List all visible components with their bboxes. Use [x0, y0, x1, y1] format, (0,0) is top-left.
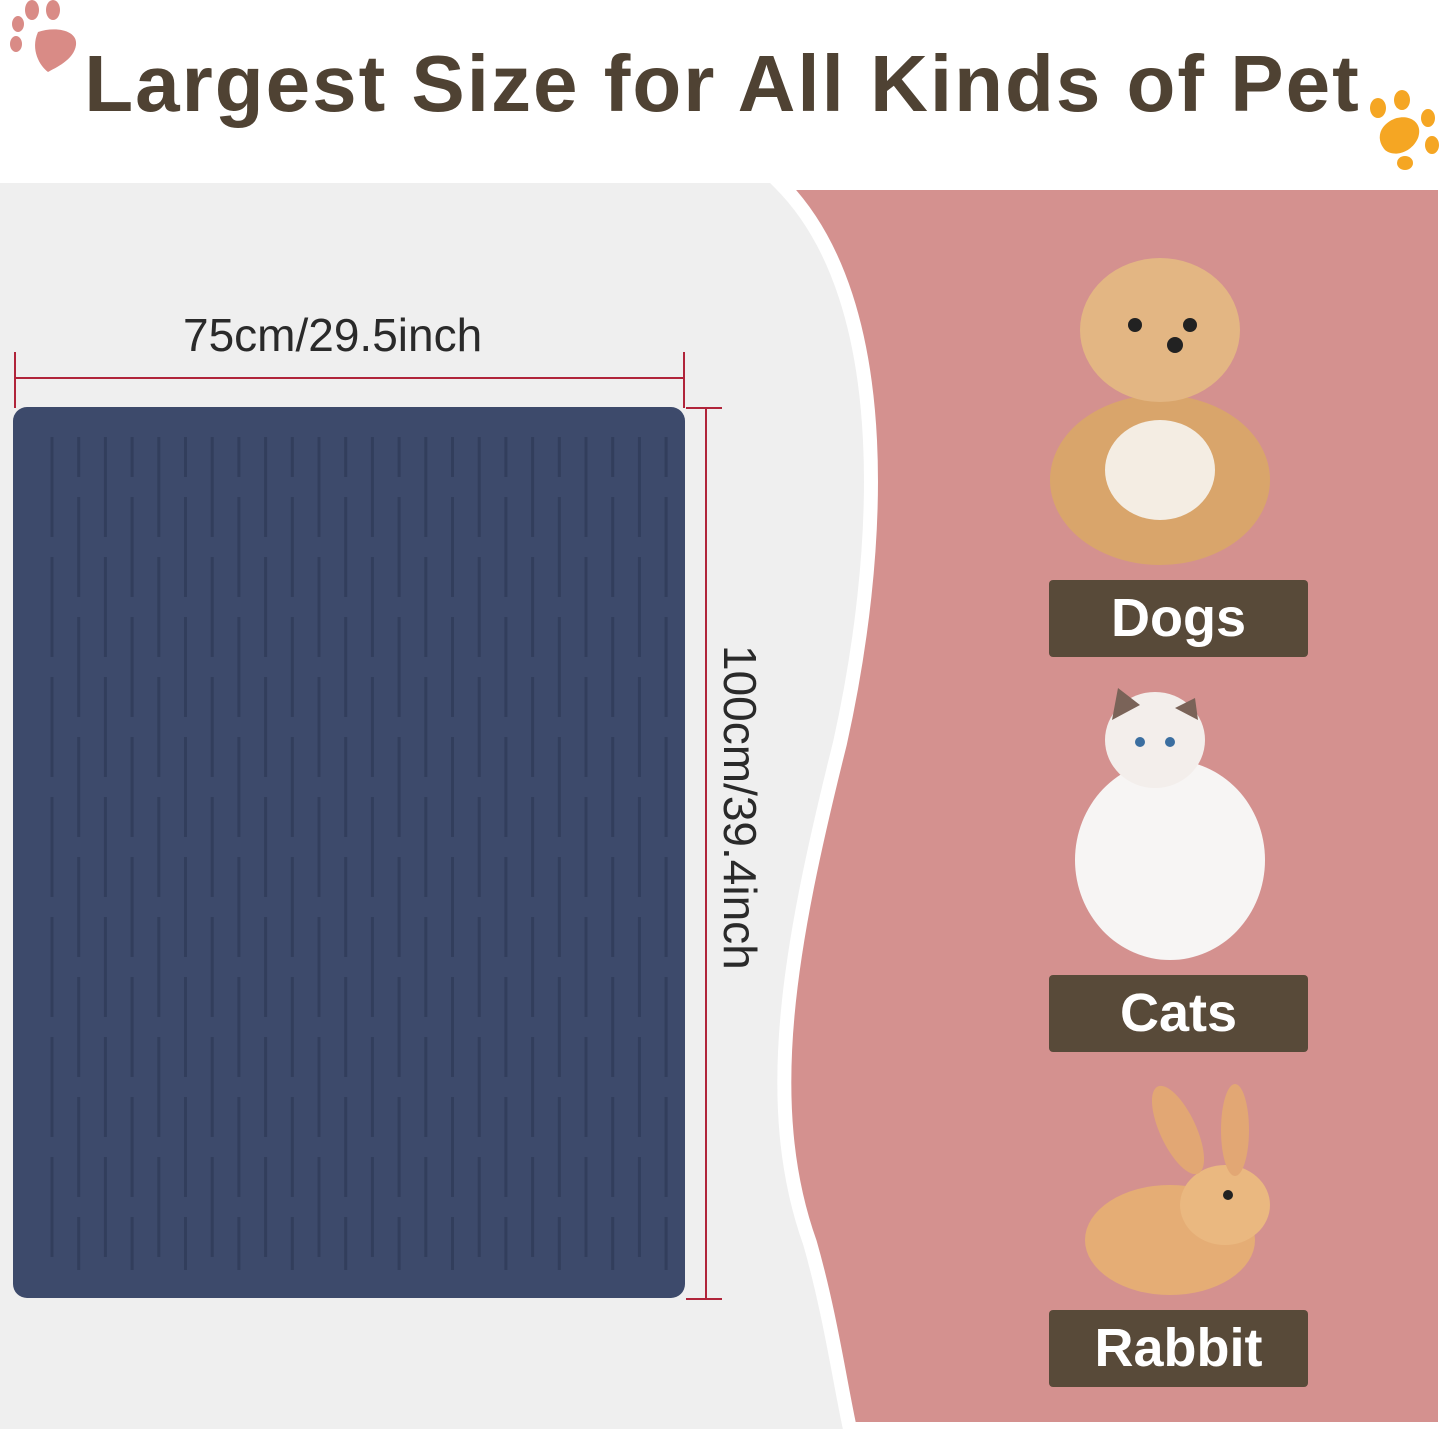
label-rabbit: Rabbit [1049, 1310, 1308, 1387]
rabbit-image [1085, 1084, 1270, 1295]
page-title: Largest Size for All Kinds of Pet [84, 39, 1361, 128]
paw-icon-orange [1370, 90, 1439, 170]
height-dimension-label: 100cm/39.4inch [714, 645, 766, 970]
cat-image [1075, 688, 1265, 960]
dog-image [1050, 258, 1270, 565]
measure-lines [14, 352, 722, 1300]
mat-grooves [50, 437, 668, 1270]
paw-icon-pink [10, 0, 77, 73]
label-dogs: Dogs [1049, 580, 1308, 657]
width-dimension-label: 75cm/29.5inch [183, 309, 483, 361]
label-cats: Cats [1049, 975, 1308, 1052]
pet-mat [13, 407, 685, 1298]
